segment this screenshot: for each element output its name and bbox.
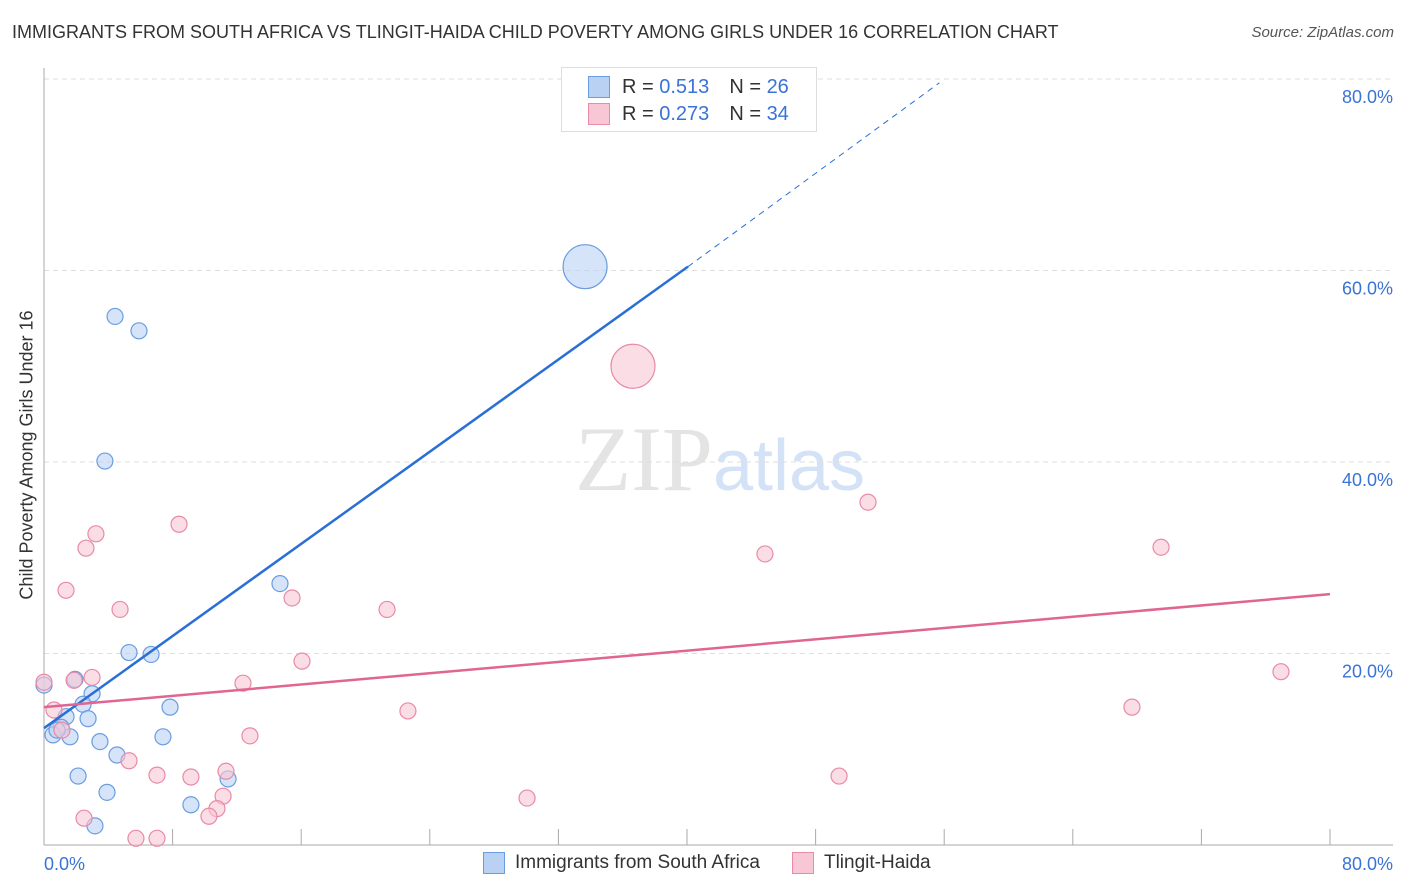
- data-point-tlingit-haida: [148, 829, 166, 847]
- data-point-tlingit-haida: [756, 545, 774, 563]
- data-point-tlingit-haida: [217, 762, 235, 780]
- series-name: Tlingit-Haida: [823, 852, 931, 873]
- data-point-tlingit-haida: [200, 807, 218, 825]
- data-point-tlingit-haida: [234, 674, 252, 692]
- chart-title: IMMIGRANTS FROM SOUTH AFRICA VS TLINGIT-…: [12, 22, 1059, 42]
- data-point-tlingit-haida: [77, 539, 95, 557]
- data-point-tlingit-haida: [378, 600, 396, 619]
- data-point-tlingit-haida: [283, 589, 301, 607]
- data-point-tlingit-haida: [859, 493, 877, 511]
- source-label: Source: ZipAtlas.com: [1251, 24, 1394, 41]
- legend-swatch-pink: [588, 103, 610, 125]
- data-point-tlingit-haida: [170, 515, 188, 533]
- data-point-south-africa: [91, 732, 109, 751]
- bottom-legend-tlingit-haida: Tlingit-Haida: [791, 852, 931, 874]
- data-point-tlingit-haida: [610, 343, 656, 389]
- series-name: Immigrants from South Africa: [515, 852, 760, 873]
- data-point-south-africa: [69, 767, 87, 785]
- legend-r-value: 0.513: [659, 75, 710, 98]
- bottom-legend-south-africa: Immigrants from South Africa: [483, 852, 760, 874]
- data-point-tlingit-haida: [1272, 663, 1290, 681]
- data-point-tlingit-haida: [35, 673, 53, 691]
- trend-line-tlingit-haida: [43, 592, 1331, 709]
- data-point-tlingit-haida: [111, 600, 129, 619]
- data-point-tlingit-haida: [182, 768, 200, 786]
- data-point-south-africa: [106, 307, 124, 326]
- data-point-south-africa: [79, 710, 97, 728]
- data-point-tlingit-haida: [127, 829, 145, 847]
- data-point-tlingit-haida: [148, 766, 166, 784]
- data-point-tlingit-haida: [293, 652, 311, 670]
- legend: R = 0.513 N = 26 R = 0.273 N = 34: [561, 67, 817, 132]
- data-point-tlingit-haida: [241, 727, 259, 745]
- y-tick-label: 80.0%: [1342, 87, 1393, 107]
- legend-r-value: 0.273: [659, 102, 710, 125]
- data-point-tlingit-haida: [120, 752, 138, 770]
- data-point-south-africa: [182, 796, 200, 814]
- data-point-south-africa: [142, 645, 160, 664]
- data-point-south-africa: [96, 452, 114, 470]
- data-point-south-africa: [161, 698, 179, 716]
- legend-row-tlingit-haida: R = 0.273 N = 34: [588, 101, 789, 127]
- x-tick-label: 0.0%: [44, 854, 85, 874]
- data-point-tlingit-haida: [399, 702, 417, 720]
- data-point-tlingit-haida: [65, 671, 83, 689]
- legend-swatch-pink: [791, 852, 814, 874]
- data-point-south-africa: [154, 728, 172, 746]
- data-point-tlingit-haida: [87, 525, 105, 543]
- data-point-tlingit-haida: [57, 581, 75, 599]
- legend-r-label: R =: [622, 75, 654, 98]
- watermark: ZIPatlas: [575, 408, 865, 510]
- data-point-south-africa: [562, 244, 608, 290]
- legend-row-south-africa: R = 0.513 N = 26: [588, 74, 789, 100]
- data-point-tlingit-haida: [830, 767, 848, 785]
- y-tick-label: 40.0%: [1342, 470, 1393, 490]
- legend-n-label: N =: [729, 75, 761, 98]
- data-point-south-africa: [120, 643, 138, 662]
- legend-n-value: 26: [766, 75, 789, 98]
- data-point-south-africa: [271, 575, 289, 593]
- legend-swatch-blue: [483, 852, 505, 874]
- data-point-south-africa: [130, 322, 148, 340]
- data-point-south-africa: [98, 783, 116, 801]
- y-tick-label: 60.0%: [1342, 279, 1393, 299]
- bottom-legend: Immigrants from South Africa Tlingit-Hai…: [483, 852, 931, 874]
- data-point-tlingit-haida: [53, 721, 71, 739]
- y-tick-label: 20.0%: [1342, 662, 1393, 682]
- data-point-tlingit-haida: [1123, 698, 1141, 716]
- legend-n-value: 34: [766, 102, 789, 125]
- trend-line-south-africa: [43, 265, 689, 730]
- trend-line-extension: [687, 82, 940, 268]
- legend-n-label: N =: [729, 102, 761, 125]
- data-point-tlingit-haida: [75, 809, 93, 827]
- legend-r-label: R =: [622, 102, 654, 125]
- data-point-tlingit-haida: [518, 789, 536, 807]
- data-point-tlingit-haida: [1152, 538, 1170, 556]
- legend-swatch-blue: [588, 76, 610, 98]
- x-tick-label: 80.0%: [1342, 854, 1393, 874]
- data-point-tlingit-haida: [83, 668, 101, 687]
